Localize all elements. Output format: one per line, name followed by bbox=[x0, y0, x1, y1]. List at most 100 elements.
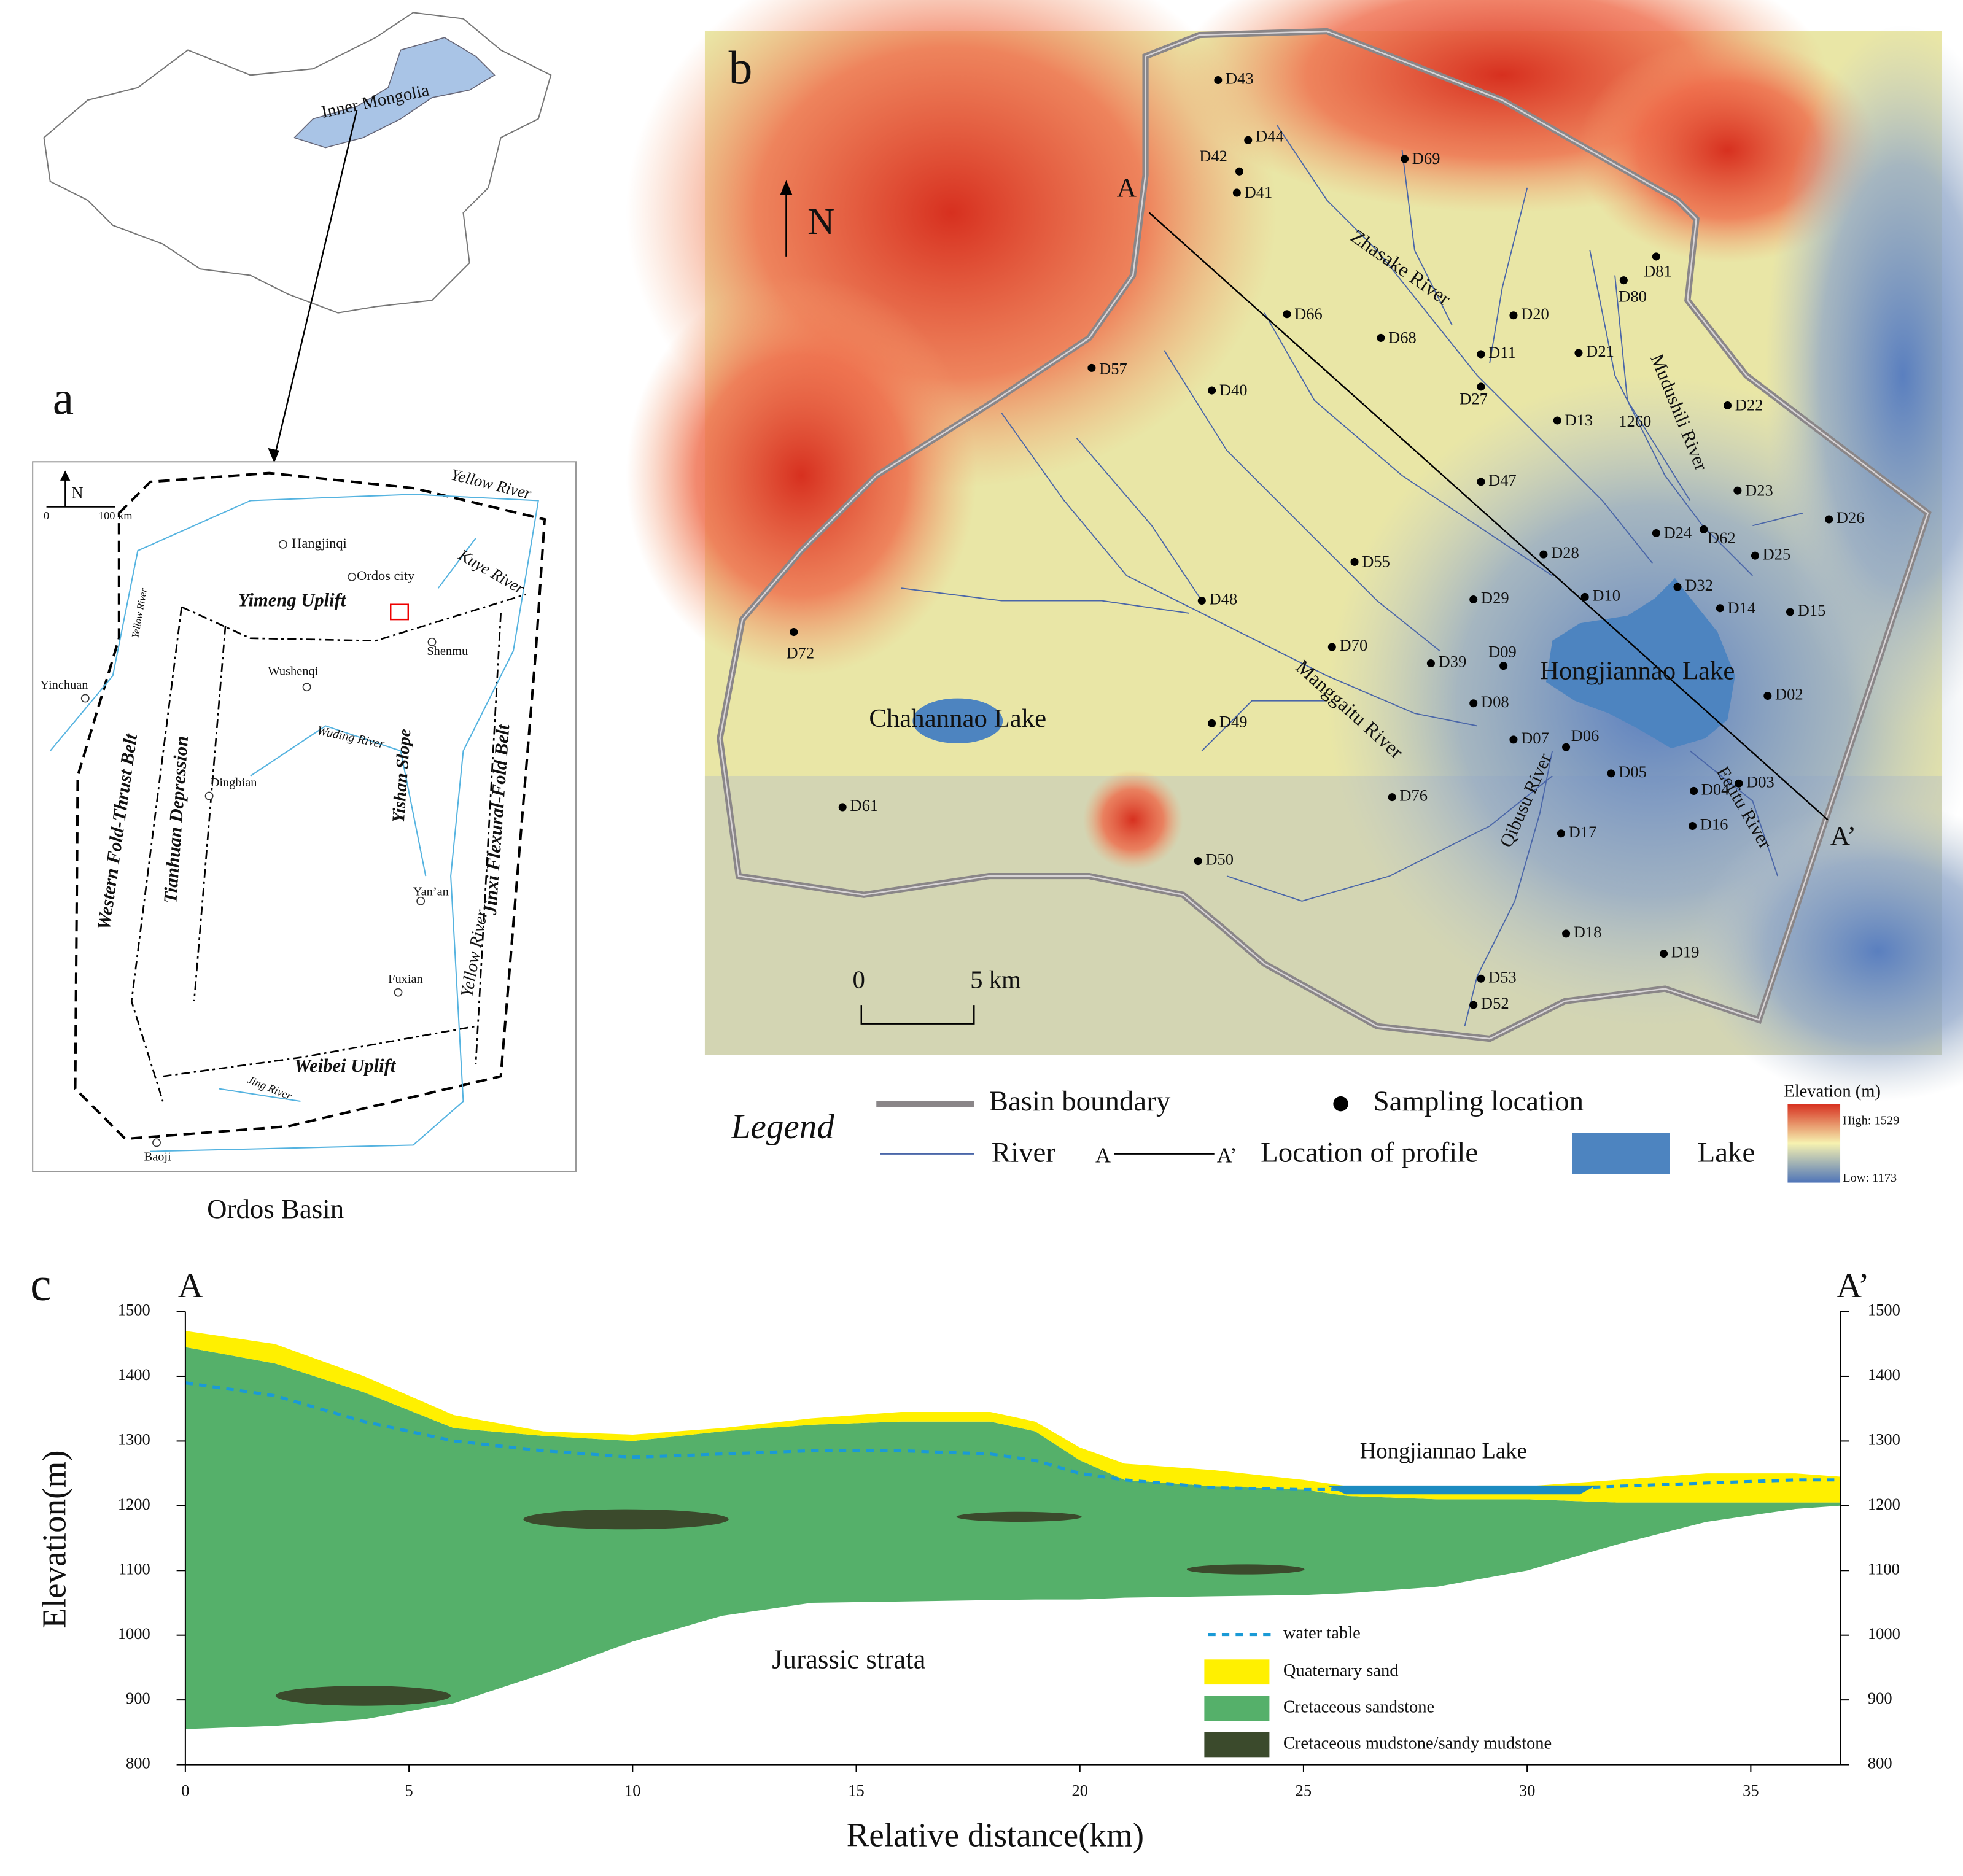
sample-label: D23 bbox=[1745, 481, 1773, 499]
quaternary-sand bbox=[185, 1331, 1841, 1503]
sample-label: D15 bbox=[1798, 601, 1826, 619]
profile-line bbox=[1148, 212, 1829, 821]
china-outline bbox=[43, 12, 552, 314]
sampling-location bbox=[1388, 793, 1396, 802]
sampling-location bbox=[1557, 829, 1565, 838]
sampling-location bbox=[1689, 786, 1698, 795]
profile-start: A bbox=[178, 1266, 203, 1305]
sampling-location bbox=[1244, 136, 1253, 144]
cretaceous-sandstone bbox=[185, 1347, 1841, 1729]
sample-label: D17 bbox=[1569, 823, 1597, 841]
sample-label: D52 bbox=[1481, 994, 1509, 1012]
y-tick-label: 1400 bbox=[118, 1365, 150, 1384]
rivers-a bbox=[49, 494, 539, 1152]
north-label: N bbox=[807, 201, 834, 242]
mudstone-lenses bbox=[275, 1509, 1305, 1706]
y-tick-label: 1300 bbox=[118, 1430, 150, 1448]
y-tick-label: 900 bbox=[126, 1689, 150, 1707]
sampling-location bbox=[1652, 529, 1660, 538]
y2-tick-label: 1300 bbox=[1868, 1430, 1900, 1448]
mudstone-lens bbox=[275, 1686, 451, 1706]
sampling-location bbox=[1553, 416, 1561, 425]
sample-label: D41 bbox=[1245, 183, 1273, 201]
annotation: Hongjiannao Lake bbox=[1360, 1438, 1527, 1463]
legend-swatch bbox=[1204, 1696, 1270, 1721]
y2-tick-label: 1200 bbox=[1868, 1495, 1900, 1513]
sample-label: D28 bbox=[1551, 543, 1579, 562]
sample-label: D18 bbox=[1574, 923, 1602, 941]
y2-tick-label: 900 bbox=[1868, 1689, 1892, 1707]
sample-label: D08 bbox=[1481, 692, 1509, 711]
sampling-location bbox=[1469, 595, 1478, 604]
elevation-colorbar bbox=[1787, 1104, 1841, 1183]
sample-label: D69 bbox=[1412, 149, 1440, 168]
arrow-head bbox=[268, 448, 279, 463]
place-marker bbox=[394, 988, 403, 997]
sampling-location bbox=[790, 628, 798, 637]
sample-label: D70 bbox=[1340, 636, 1368, 654]
panel-caption: Ordos Basin bbox=[207, 1193, 344, 1224]
sample-label: D39 bbox=[1439, 653, 1467, 671]
sampling-location bbox=[1469, 1001, 1478, 1009]
sampling-location bbox=[1539, 550, 1548, 559]
place-marker bbox=[348, 572, 356, 581]
sample-label: D19 bbox=[1671, 943, 1700, 961]
sample-label: D50 bbox=[1205, 850, 1234, 869]
annotation: Jurassic strata bbox=[772, 1644, 925, 1675]
y2-tick-label: 1400 bbox=[1868, 1365, 1900, 1384]
elevation-low-se bbox=[1690, 800, 1963, 1101]
legend-label: River bbox=[992, 1136, 1056, 1168]
sample-label: D11 bbox=[1488, 343, 1516, 362]
sampling-location bbox=[1562, 743, 1571, 751]
map-label: Hongjiannao Lake bbox=[1540, 657, 1735, 686]
sample-label: D53 bbox=[1488, 967, 1517, 986]
x-tick-label: 35 bbox=[1743, 1781, 1759, 1799]
sample-label: D80 bbox=[1619, 287, 1647, 305]
map-label: Yan’an bbox=[413, 885, 449, 898]
sample-label: D29 bbox=[1481, 589, 1509, 607]
legend-title: Legend bbox=[731, 1107, 834, 1146]
sampling-location bbox=[1751, 551, 1759, 560]
sampling-location bbox=[1763, 691, 1772, 700]
map-label: Baoji bbox=[144, 1150, 171, 1163]
sample-label: D25 bbox=[1763, 545, 1791, 563]
y2-tick-label: 1500 bbox=[1868, 1301, 1900, 1319]
y-tick-label: 1500 bbox=[118, 1301, 150, 1319]
sampling-location bbox=[1716, 604, 1724, 613]
legend-label: Basin boundary bbox=[989, 1085, 1171, 1117]
place-marker bbox=[416, 896, 426, 905]
sample-label: D57 bbox=[1099, 360, 1127, 378]
place-marker bbox=[80, 694, 90, 703]
sampling-location bbox=[1499, 662, 1508, 670]
y-tick-label: 1100 bbox=[119, 1559, 150, 1578]
mudstone-lens bbox=[523, 1509, 729, 1530]
x-tick-label: 20 bbox=[1071, 1781, 1088, 1799]
y-tick-label: 1000 bbox=[118, 1624, 150, 1643]
sample-label: D07 bbox=[1521, 729, 1549, 747]
sample-label: D21 bbox=[1586, 342, 1614, 360]
legend-label: Lake bbox=[1698, 1136, 1755, 1168]
north-label: N bbox=[71, 483, 83, 502]
legend-label: Quaternary sand bbox=[1283, 1661, 1399, 1680]
sampling-location bbox=[1377, 333, 1385, 342]
basin-map-frame bbox=[32, 461, 577, 1172]
map-label: Chahannao Lake bbox=[869, 704, 1046, 733]
sampling-location bbox=[1724, 401, 1732, 410]
sample-label: D32 bbox=[1685, 576, 1713, 594]
sampling-location bbox=[1477, 350, 1485, 359]
sampling-location bbox=[1477, 974, 1485, 983]
sampling-location bbox=[1401, 155, 1409, 163]
sample-label: D20 bbox=[1521, 304, 1549, 323]
scale-length: 100 km bbox=[98, 510, 132, 522]
map-label: 1260 bbox=[1619, 412, 1651, 430]
sampling-location bbox=[1350, 557, 1359, 566]
section-layers bbox=[185, 1331, 1841, 1729]
y-axis-label: Elevation(m) bbox=[36, 1450, 73, 1628]
study-area-marker bbox=[390, 603, 410, 621]
panel-label: b bbox=[729, 41, 753, 94]
sampling-location bbox=[1733, 486, 1742, 495]
colorbar-title: Elevation (m) bbox=[1784, 1082, 1881, 1101]
sample-label: D14 bbox=[1728, 599, 1756, 617]
sample-label: D44 bbox=[1256, 126, 1284, 145]
y-tick-label: 800 bbox=[126, 1754, 150, 1772]
